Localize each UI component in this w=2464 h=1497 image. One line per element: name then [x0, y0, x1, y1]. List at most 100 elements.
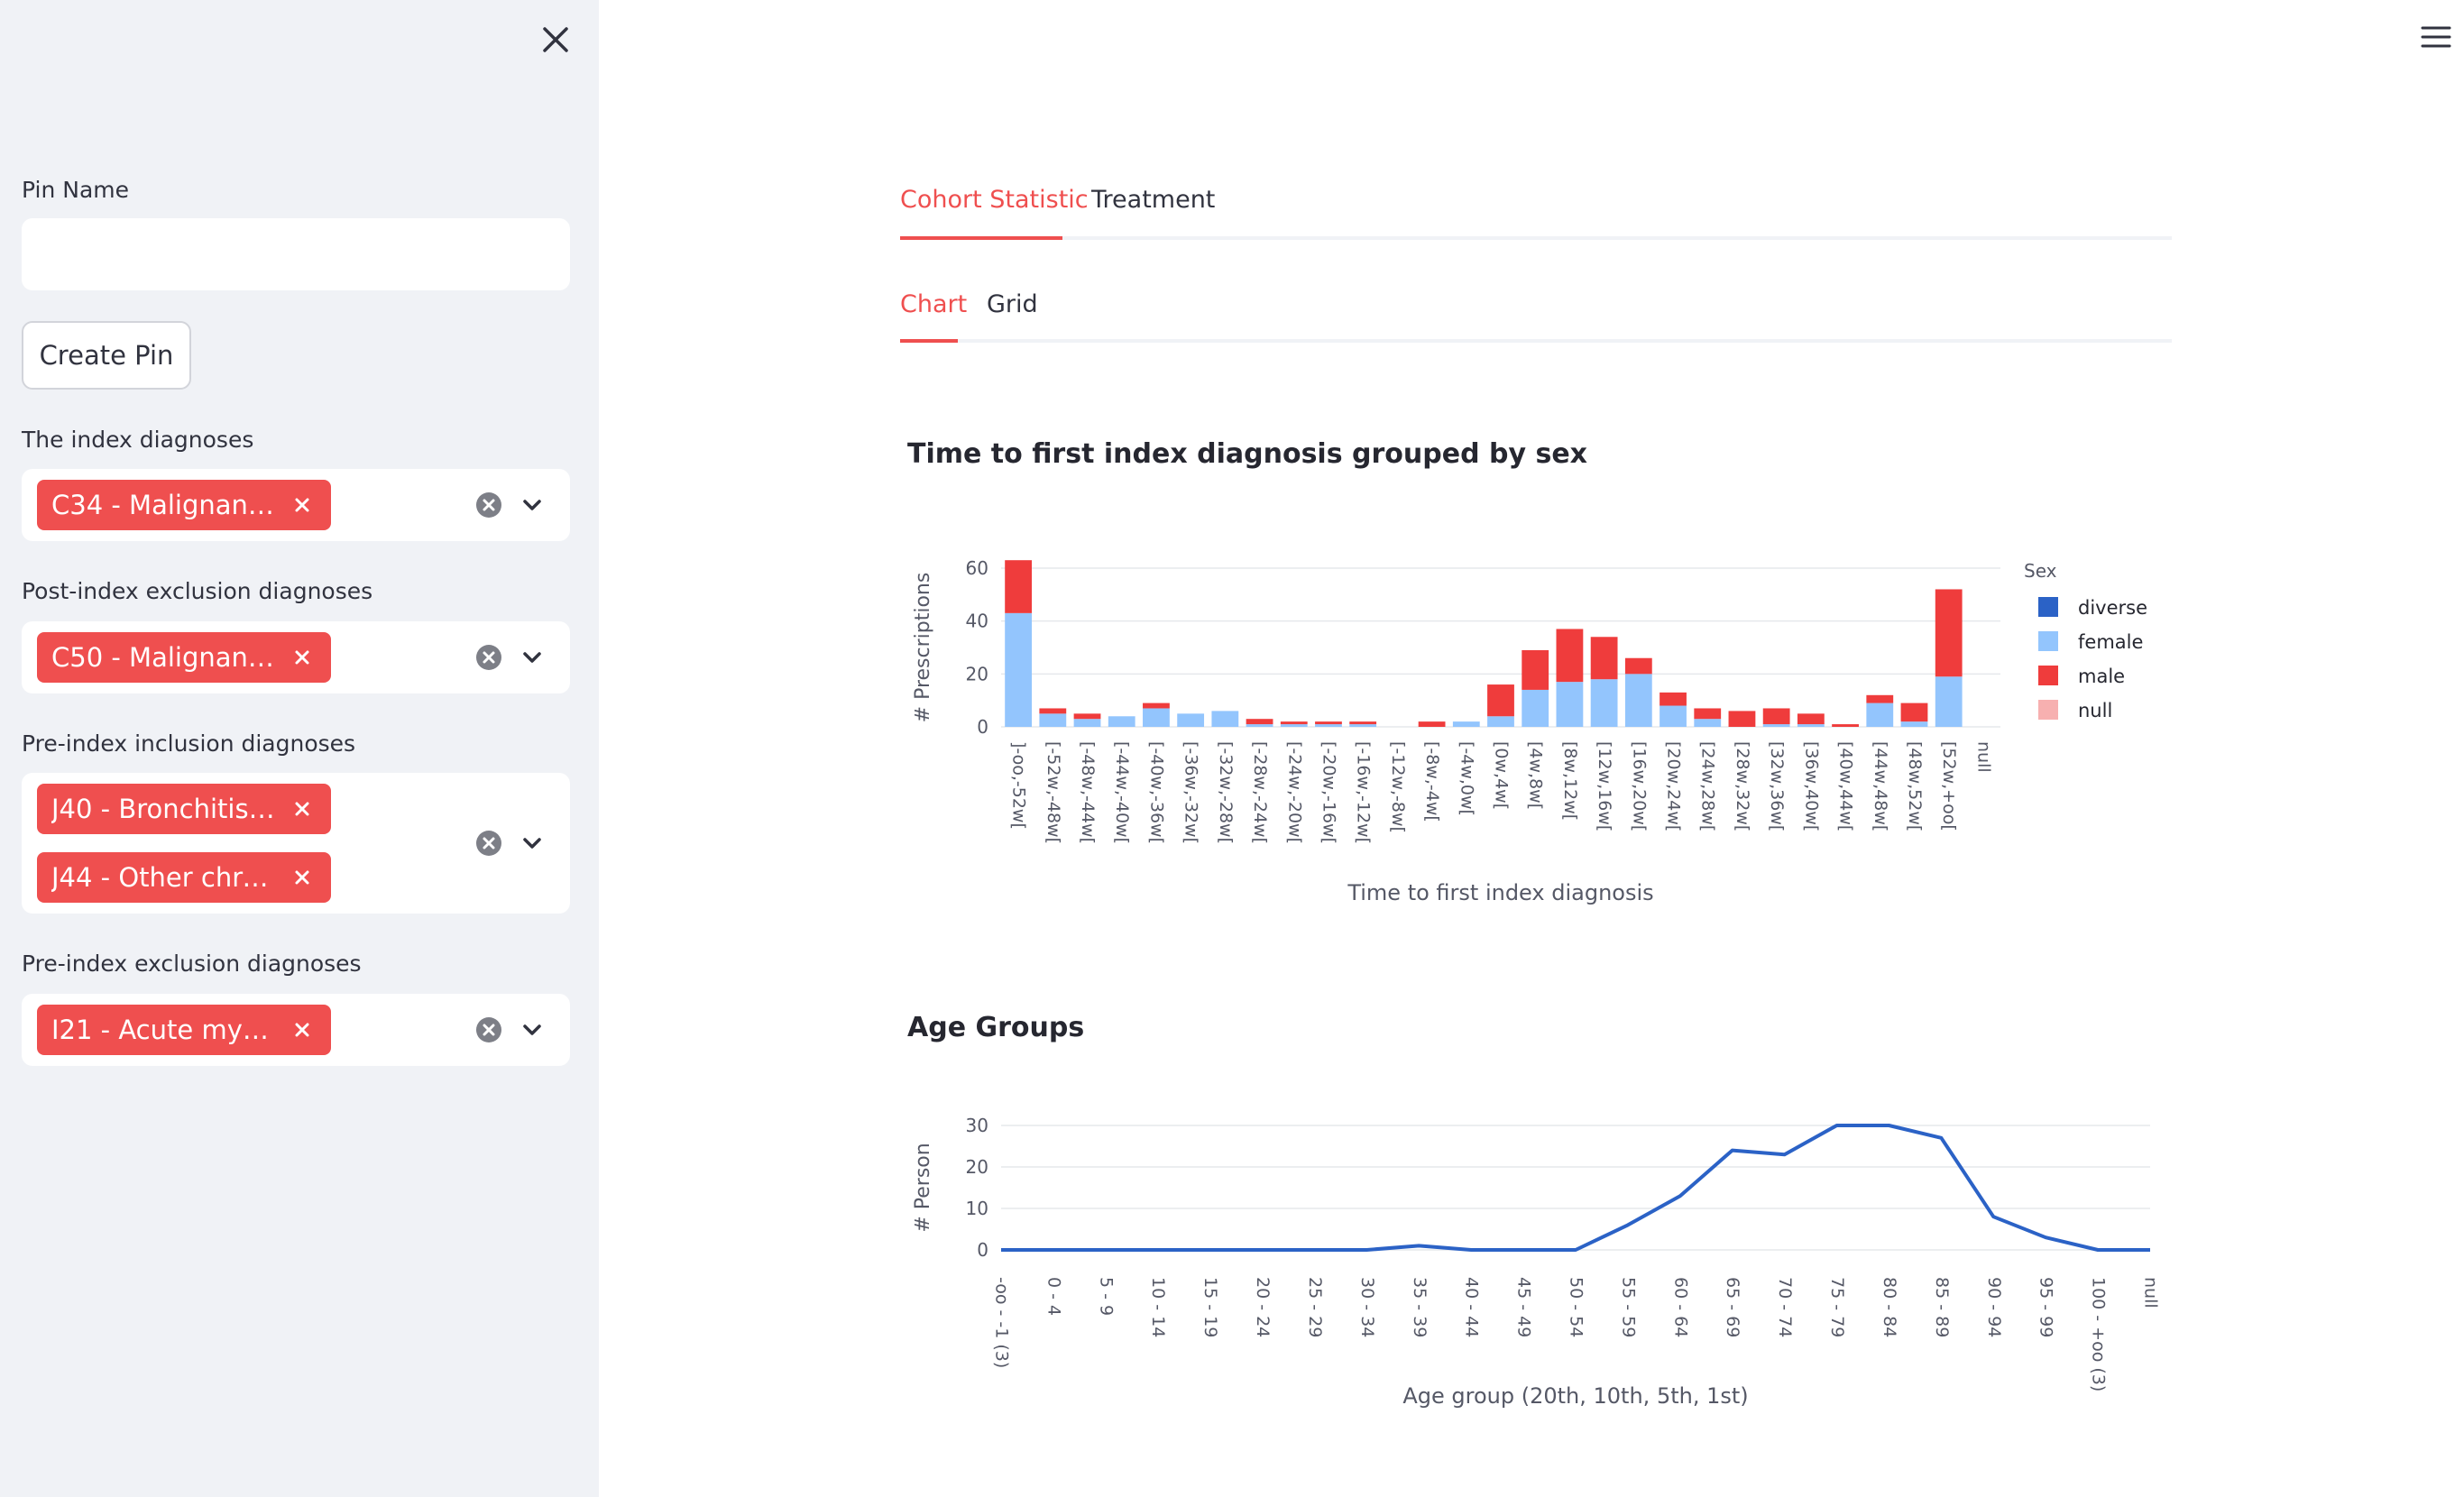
x-tick-label: 75 - 79 [1827, 1277, 1847, 1337]
x-tick-label: [-28w,-24w[ [1250, 741, 1270, 844]
index-diagnoses-label: The index diagnoses [22, 427, 254, 453]
clear-all-icon[interactable] [474, 491, 503, 519]
y-tick-label: 20 [966, 1156, 988, 1178]
close-sidebar-icon[interactable] [538, 22, 574, 58]
y-tick-label: 20 [966, 663, 988, 684]
clear-all-icon[interactable] [474, 643, 503, 672]
x-tick-label: 40 - 44 [1462, 1277, 1482, 1337]
bar-male [1832, 724, 1859, 727]
x-tick-label: [-24w,-20w[ [1284, 741, 1304, 844]
bar-male [1246, 719, 1273, 725]
legend-label: male [2078, 666, 2125, 687]
x-tick-label: 0 - 4 [1044, 1277, 1063, 1316]
pre-exclusion-label: Pre-index exclusion diagnoses [22, 951, 362, 977]
pin-name-input[interactable] [22, 218, 570, 290]
bar-male [1418, 721, 1446, 727]
x-tick-label: [-16w,-12w[ [1354, 741, 1374, 844]
bar-female [1762, 724, 1790, 727]
x-tick-label: [-20w,-16w[ [1319, 741, 1338, 844]
pre-exclusion-select[interactable]: I21 - Acute myocardial infarction [22, 994, 570, 1066]
chevron-down-icon[interactable] [518, 1015, 547, 1044]
create-pin-button[interactable]: Create Pin [22, 321, 191, 390]
x-tick-label: 10 - 14 [1148, 1277, 1168, 1337]
bar-male [1797, 713, 1825, 725]
pre-inclusion-label: Pre-index inclusion diagnoses [22, 730, 356, 757]
remove-chip-icon[interactable] [286, 861, 318, 894]
bar-female [1073, 719, 1101, 727]
post-exclusion-select[interactable]: C50 - Malignant neoplasm of breast [22, 621, 570, 693]
active-tab-indicator [900, 236, 1062, 240]
legend-swatch-male [2038, 666, 2058, 685]
tab-grid[interactable]: Grid [987, 290, 1038, 318]
remove-chip-icon[interactable] [286, 1014, 318, 1046]
bar-female [1660, 705, 1687, 727]
bar-female [1280, 724, 1308, 727]
chevron-down-icon[interactable] [518, 643, 547, 672]
hamburger-menu-icon[interactable] [2421, 23, 2451, 51]
x-tick-label: [52w,+oo[ [1939, 741, 1959, 831]
tab-chart[interactable]: Chart [900, 290, 968, 318]
bar-male [1762, 708, 1790, 725]
index-diagnoses-select[interactable]: C34 - Malignant neoplasm of bronchus and… [22, 469, 570, 541]
y-axis-label: # Prescriptions [912, 573, 934, 723]
x-tick-label: 80 - 84 [1880, 1277, 1899, 1337]
y-tick-label: 0 [977, 716, 988, 738]
bar-female [1935, 676, 1963, 727]
bar-male [1487, 684, 1514, 717]
tab-treatment[interactable]: Treatment [1091, 186, 1216, 214]
x-tick-label: [12w,16w[ [1595, 741, 1614, 831]
x-tick-label: 70 - 74 [1775, 1277, 1795, 1337]
x-tick-label: [28w,32w[ [1733, 741, 1752, 831]
bar-female [1143, 708, 1170, 727]
x-tick-label: 35 - 39 [1410, 1277, 1430, 1337]
y-tick-label: 60 [966, 557, 988, 579]
remove-chip-icon[interactable] [286, 793, 318, 825]
x-tick-label: [44w,48w[ [1871, 741, 1890, 831]
bar-male [1728, 711, 1756, 727]
chip-label: J44 - Other chronic obstructive pulmonar… [51, 862, 282, 893]
bar-female [1487, 716, 1514, 727]
x-tick-label: 100 - +oo (3) [2089, 1277, 2109, 1391]
x-tick-label: [-52w,-48w[ [1044, 741, 1063, 844]
x-tick-label: 85 - 89 [1932, 1277, 1952, 1337]
post-exclusion-label: Post-index exclusion diagnoses [22, 578, 373, 604]
bar-female [1246, 724, 1273, 727]
x-tick-label: [20w,24w[ [1664, 741, 1684, 831]
bar-female [1522, 689, 1549, 727]
bar-male [1660, 692, 1687, 706]
chip-label: I21 - Acute myocardial infarction [51, 1015, 282, 1045]
clear-all-icon[interactable] [474, 829, 503, 858]
bar-male [1624, 657, 1652, 675]
clear-all-icon[interactable] [474, 1015, 503, 1044]
remove-chip-icon[interactable] [286, 641, 318, 674]
x-tick-label: [-40w,-36w[ [1146, 741, 1166, 844]
x-tick-label: null [1973, 741, 1993, 773]
tab-cohort-statistic[interactable]: Cohort Statistic [900, 186, 1089, 214]
x-tick-label: [-44w,-40w[ [1112, 741, 1132, 844]
chip-label: C50 - Malignant neoplasm of breast [51, 642, 282, 673]
legend-label: female [2078, 631, 2143, 653]
x-tick-label: [36w,40w[ [1801, 741, 1821, 831]
bar-female [1452, 721, 1480, 727]
x-tick-label: 90 - 94 [1984, 1277, 2004, 1337]
bar-female [1211, 711, 1239, 727]
bar-male [1280, 721, 1308, 725]
active-subtab-indicator [900, 339, 958, 343]
chevron-down-icon[interactable] [518, 491, 547, 519]
line-series [1001, 1124, 2150, 1252]
legend-label: null [2078, 700, 2112, 721]
y-tick-label: 0 [977, 1239, 988, 1261]
remove-chip-icon[interactable] [286, 489, 318, 521]
x-tick-label: [-12w,-8w[ [1388, 741, 1408, 833]
x-tick-label: 65 - 69 [1723, 1277, 1742, 1337]
chevron-down-icon[interactable] [518, 829, 547, 858]
bar-male [1694, 708, 1722, 720]
pre-inclusion-select[interactable]: J40 - Bronchitis, not specified as acute… [22, 773, 570, 914]
x-tick-label: [32w,36w[ [1767, 741, 1787, 831]
x-tick-label: [-36w,-32w[ [1181, 741, 1201, 844]
bar-male [1900, 703, 1928, 722]
post-exclusion-chip: C50 - Malignant neoplasm of breast [37, 632, 331, 683]
x-tick-label: [48w,52w[ [1905, 741, 1925, 831]
bar-female [1349, 724, 1377, 727]
bar-male [1315, 721, 1342, 725]
